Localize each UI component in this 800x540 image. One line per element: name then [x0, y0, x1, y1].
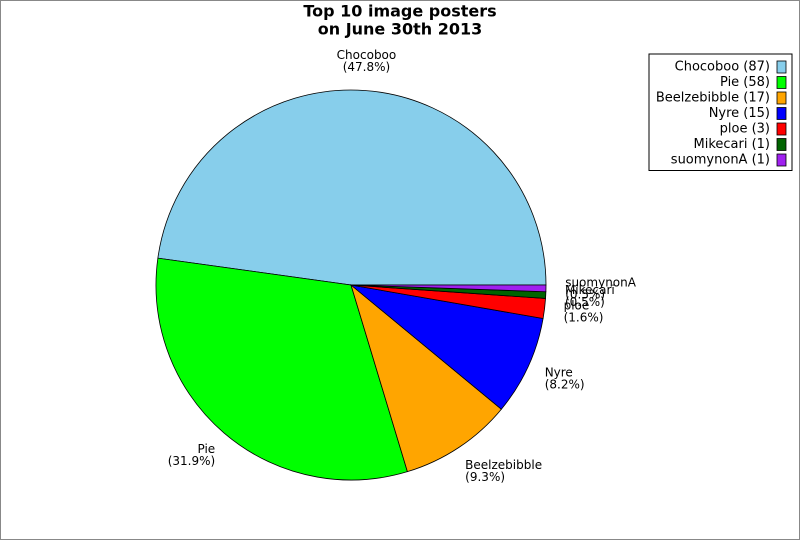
- pie-slice: [157, 89, 547, 286]
- legend-label: ploe (3): [720, 122, 770, 137]
- pie-slice: [349, 284, 544, 410]
- legend-swatch: [776, 122, 787, 136]
- legend-swatch: [776, 76, 787, 89]
- slice-percent: (31.9%): [168, 454, 215, 468]
- legend-label: Pie (58): [720, 75, 770, 90]
- slice-label: Chocoboo: [337, 48, 397, 62]
- legend-swatch: [776, 60, 787, 74]
- pie-slice: [350, 284, 547, 293]
- legend-box: [648, 53, 793, 171]
- legend-label: Mikecari (1): [693, 137, 770, 152]
- slice-percent: (9.3%): [465, 470, 505, 484]
- legend-label: Chocoboo (87): [675, 60, 770, 75]
- slice-label: suomynonA: [565, 275, 637, 289]
- legend-label: suomynonA (1): [671, 153, 770, 168]
- legend-label: Beelzebibble (17): [656, 91, 770, 106]
- legend-label: Nyre (15): [709, 106, 770, 121]
- slice-label: Pie: [198, 442, 216, 456]
- legend-swatch: [776, 153, 787, 167]
- legend-swatch: [776, 138, 787, 151]
- slice-percent: (0.5%): [565, 295, 605, 309]
- pie-slice: [155, 257, 408, 481]
- legend-swatch: [776, 91, 787, 105]
- slice-label: ploe: [564, 299, 590, 313]
- slice-label: Mikecari: [565, 283, 615, 297]
- chart-title: Top 10 image posters: [303, 2, 496, 21]
- slice-percent: (1.6%): [564, 311, 604, 325]
- pie-slice: [350, 283, 502, 473]
- legend-swatch: [776, 107, 787, 120]
- slice-label: Nyre: [545, 365, 573, 379]
- slice-percent: (8.2%): [545, 377, 585, 391]
- slice-percent: (0.5%): [565, 287, 605, 301]
- chart-title: on June 30th 2013: [318, 20, 483, 39]
- slice-label: Beelzebibble: [465, 458, 542, 472]
- slice-percent: (47.8%): [343, 60, 390, 74]
